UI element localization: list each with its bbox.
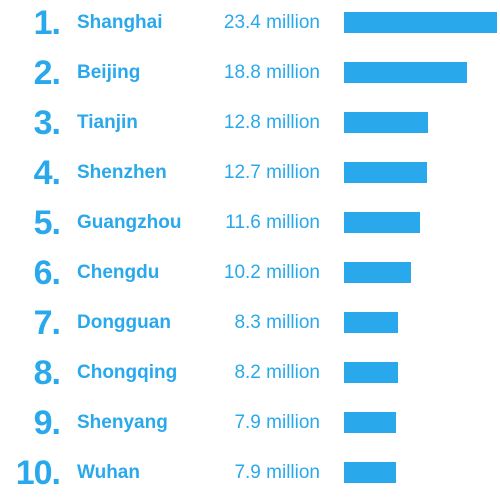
rank-label: 2.	[33, 54, 61, 92]
population-bar	[344, 312, 398, 333]
rank-label: 1.	[33, 4, 61, 42]
city-label: Shenyang	[77, 412, 168, 433]
population-bar	[344, 112, 428, 133]
chart-row: 2. Beijing 18.8 million	[0, 53, 500, 93]
chart-row: 5. Guangzhou 11.6 million	[0, 203, 500, 243]
chart-row: 8. Chongqing 8.2 million	[0, 353, 500, 393]
chart-row: 9. Shenyang 7.9 million	[0, 403, 500, 443]
chart-row: 6. Chengdu 10.2 million	[0, 253, 500, 293]
city-label: Shanghai	[77, 12, 163, 33]
population-bar	[344, 162, 427, 183]
city-label: Chengdu	[77, 262, 160, 283]
city-label: Shenzhen	[77, 162, 167, 183]
city-label: Guangzhou	[77, 212, 182, 233]
population-bar	[344, 62, 467, 83]
value-label: 7.9 million	[234, 462, 320, 483]
value-label: 10.2 million	[223, 262, 320, 283]
city-label: Chongqing	[77, 362, 178, 383]
city-label: Beijing	[77, 62, 141, 83]
chart-row: 4. Shenzhen 12.7 million	[0, 153, 500, 193]
rank-label: 8.	[33, 354, 61, 392]
value-label: 8.3 million	[234, 312, 320, 333]
chart-row: 3. Tianjin 12.8 million	[0, 103, 500, 143]
rank-label: 3.	[33, 104, 61, 142]
rank-label: 9.	[33, 404, 61, 442]
chart-row: 7. Dongguan 8.3 million	[0, 303, 500, 343]
rank-label: 5.	[33, 204, 61, 242]
value-label: 8.2 million	[234, 362, 320, 383]
rank-label: 6.	[33, 254, 61, 292]
value-label: 11.6 million	[225, 212, 320, 233]
value-label: 18.8 million	[223, 62, 320, 83]
rank-label: 4.	[33, 154, 61, 192]
rank-label: 7.	[33, 304, 61, 342]
population-bar	[344, 212, 420, 233]
city-label: Tianjin	[77, 112, 138, 133]
city-label: Wuhan	[77, 462, 140, 483]
rank-label: 10.	[15, 454, 61, 492]
value-label: 12.7 million	[223, 162, 320, 183]
value-label: 12.8 million	[223, 112, 320, 133]
population-bar	[344, 262, 411, 283]
chart-row: 10. Wuhan 7.9 million	[0, 453, 500, 493]
population-bar	[344, 12, 497, 33]
population-bar	[344, 362, 398, 383]
value-label: 7.9 million	[234, 412, 320, 433]
population-bar	[344, 462, 396, 483]
population-bar	[344, 412, 396, 433]
value-label: 23.4 million	[223, 12, 320, 33]
chart-row: 1. Shanghai 23.4 million	[0, 3, 500, 43]
city-label: Dongguan	[77, 312, 171, 333]
